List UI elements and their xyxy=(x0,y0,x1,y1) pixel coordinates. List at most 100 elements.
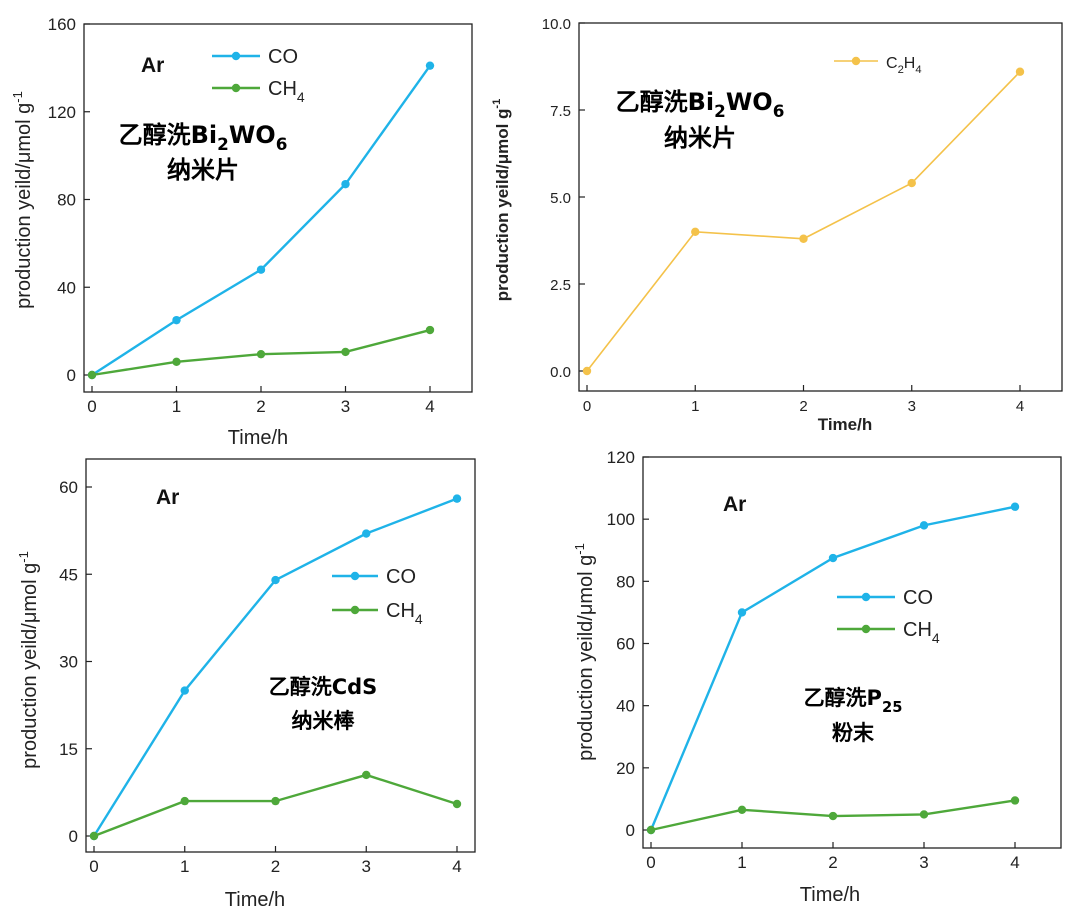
series-line-c2h4 xyxy=(586,71,1021,372)
x-tick-label: 4 xyxy=(452,857,461,876)
data-point-ch4 xyxy=(452,799,462,809)
legend-marker xyxy=(861,624,871,634)
y-tick-label: 7.5 xyxy=(550,103,571,120)
x-axis-label: Time/h xyxy=(818,415,872,434)
data-point-co xyxy=(919,521,929,530)
data-point-co xyxy=(828,553,838,563)
x-tick-label: 2 xyxy=(256,397,265,416)
x-axis-label: Time/h xyxy=(800,884,860,906)
x-tick-label: 2 xyxy=(271,857,280,876)
data-point-co xyxy=(172,315,181,325)
data-point-co xyxy=(452,494,462,503)
x-tick-label: 2 xyxy=(828,853,837,872)
legend-marker xyxy=(350,605,360,615)
data-point-c2h4 xyxy=(907,178,916,188)
data-point-c2h4 xyxy=(799,234,808,243)
legend-label-ch4: CH4 xyxy=(903,619,940,646)
y-tick-label: 30 xyxy=(59,653,78,672)
data-point-ch4 xyxy=(737,805,747,814)
legend-label-co: CO xyxy=(386,566,416,588)
y-tick-label: 100 xyxy=(607,510,635,529)
x-tick-label: 0 xyxy=(87,397,96,416)
legend-label-c2h4: C2H4 xyxy=(886,55,922,76)
legend-marker xyxy=(231,51,241,61)
y-axis-label: production yeild/μmol g-1 xyxy=(572,543,597,761)
x-tick-label: 4 xyxy=(1016,398,1024,415)
plot-frame xyxy=(642,456,1062,849)
y-tick-label: 60 xyxy=(616,635,635,654)
y-tick-label: 0 xyxy=(69,827,78,846)
y-tick-label: 2.5 xyxy=(550,277,571,294)
y-tick-label: 40 xyxy=(57,278,76,297)
data-point-ch4 xyxy=(919,810,929,819)
x-tick-label: 1 xyxy=(180,857,189,876)
sample-morphology-label: 纳米片 xyxy=(167,156,239,184)
y-axis-label: production yeild/μmol g-1 xyxy=(16,551,41,769)
data-point-c2h4 xyxy=(1015,67,1025,76)
legend-label-co: CO xyxy=(268,46,298,68)
sample-label: 乙醇洗P25 xyxy=(804,686,903,716)
data-point-ch4 xyxy=(172,357,181,367)
atmosphere-label: Ar xyxy=(723,493,746,516)
data-point-co xyxy=(425,61,435,70)
chart-panel-4: 0 20 40 60 80 100 120 0 1 2 3 4 Time/h production yei… xyxy=(572,448,1062,906)
chart-panel-3: 0 15 30 45 60 0 1 2 3 4 Time/h production yeild/μmo… xyxy=(16,458,476,911)
x-tick-label: 0 xyxy=(583,398,591,415)
y-tick-label: 45 xyxy=(59,565,78,584)
legend-marker xyxy=(851,56,861,66)
y-tick-label: 80 xyxy=(616,572,635,591)
series-line-ch4 xyxy=(93,773,458,838)
y-tick-label: 15 xyxy=(59,740,78,759)
chart-panel-2: 0.0 2.5 5.0 7.5 10.0 0 1 2 3 4 Time/h production ye… xyxy=(491,16,1063,434)
data-point-co xyxy=(180,686,189,695)
y-tick-label: 0 xyxy=(626,821,635,840)
data-point-co xyxy=(737,608,747,617)
data-point-ch4 xyxy=(646,825,656,835)
data-point-co xyxy=(271,575,280,585)
sample-label: 乙醇洗Bi2WO6 xyxy=(616,88,785,121)
x-tick-label: 3 xyxy=(919,853,928,872)
x-tick-label: 1 xyxy=(172,397,181,416)
y-tick-label: 40 xyxy=(616,697,635,716)
x-tick-label: 4 xyxy=(425,397,434,416)
y-tick-label: 10.0 xyxy=(542,16,571,33)
data-point-co xyxy=(1010,502,1020,511)
legend-label-ch4: CH4 xyxy=(268,78,305,105)
data-point-c2h4 xyxy=(582,366,592,376)
atmosphere-label: Ar xyxy=(156,486,179,509)
plot-frame xyxy=(578,22,1063,392)
x-axis-label: Time/h xyxy=(225,889,285,911)
y-tick-label: 120 xyxy=(607,448,635,467)
legend-label-ch4: CH4 xyxy=(386,600,423,627)
data-point-ch4 xyxy=(87,370,97,380)
plot-frame xyxy=(85,458,476,853)
data-point-ch4 xyxy=(425,325,435,335)
chart-panel-1: 0 40 80 120 160 0 1 2 3 4 Time/h production yeild/μ… xyxy=(10,15,473,449)
x-tick-label: 3 xyxy=(362,857,371,876)
y-tick-label: 80 xyxy=(57,191,76,210)
data-point-co xyxy=(341,179,350,189)
data-point-ch4 xyxy=(89,831,99,841)
legend-marker xyxy=(350,571,360,581)
y-axis-label: production yeild/μmol g-1 xyxy=(10,91,35,309)
data-point-ch4 xyxy=(271,796,280,806)
x-axis-label: Time/h xyxy=(228,427,288,449)
legend-marker xyxy=(231,83,241,93)
data-point-ch4 xyxy=(1010,796,1020,805)
legend-label-co: CO xyxy=(903,587,933,609)
y-tick-label: 20 xyxy=(616,759,635,778)
x-tick-label: 1 xyxy=(737,853,746,872)
data-point-ch4 xyxy=(341,347,350,357)
x-tick-label: 2 xyxy=(799,398,807,415)
x-tick-label: 1 xyxy=(691,398,699,415)
series-line-co xyxy=(91,64,431,377)
data-point-ch4 xyxy=(362,770,371,780)
sample-label: 乙醇洗CdS xyxy=(269,675,378,699)
x-tick-label: 0 xyxy=(89,857,98,876)
data-point-ch4 xyxy=(256,349,266,359)
sample-morphology-label: 纳米片 xyxy=(664,124,736,152)
y-tick-label: 0.0 xyxy=(550,364,571,381)
data-point-ch4 xyxy=(828,811,838,821)
data-point-c2h4 xyxy=(691,227,700,236)
